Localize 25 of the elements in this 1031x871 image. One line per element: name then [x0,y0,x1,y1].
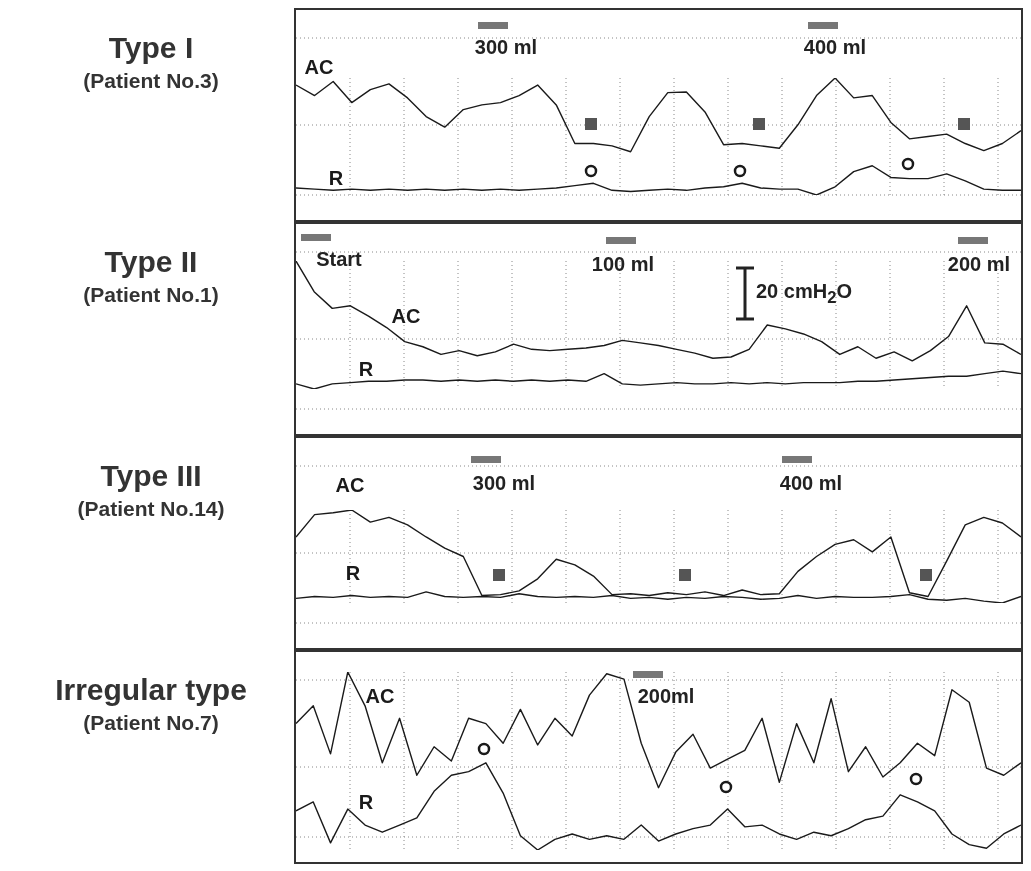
annotation: 200ml [637,684,695,708]
text: 300 ml [472,471,536,495]
text: (Patient No.1) [82,282,220,308]
series-label: AC [335,473,365,497]
series-label: R [358,357,374,381]
chart-title: Type I [107,30,195,66]
series-label: R [358,790,374,814]
annotation: 100 ml [591,252,655,276]
annotation: 200 ml [947,252,1011,276]
chart-subtitle: (Patient No.3) [82,68,220,94]
series-label: AC [304,55,334,79]
annotation: Start [316,247,362,271]
series-label: R [345,561,361,585]
text: 400 ml [803,35,867,59]
chart-title: Irregular type [54,672,248,708]
chart-title: Type III [99,458,203,494]
text: 400 ml [779,471,843,495]
annotation: 20 cmH$_{2}$O [756,280,852,308]
chart-subtitle: (Patient No.14) [76,496,226,522]
series-label: R [328,166,344,190]
chart-title: Type II [103,244,199,280]
text: (Patient No.7) [82,710,220,736]
text: 300 ml [474,35,538,59]
series-label: AC [365,684,395,708]
series-label: AC [391,304,421,328]
